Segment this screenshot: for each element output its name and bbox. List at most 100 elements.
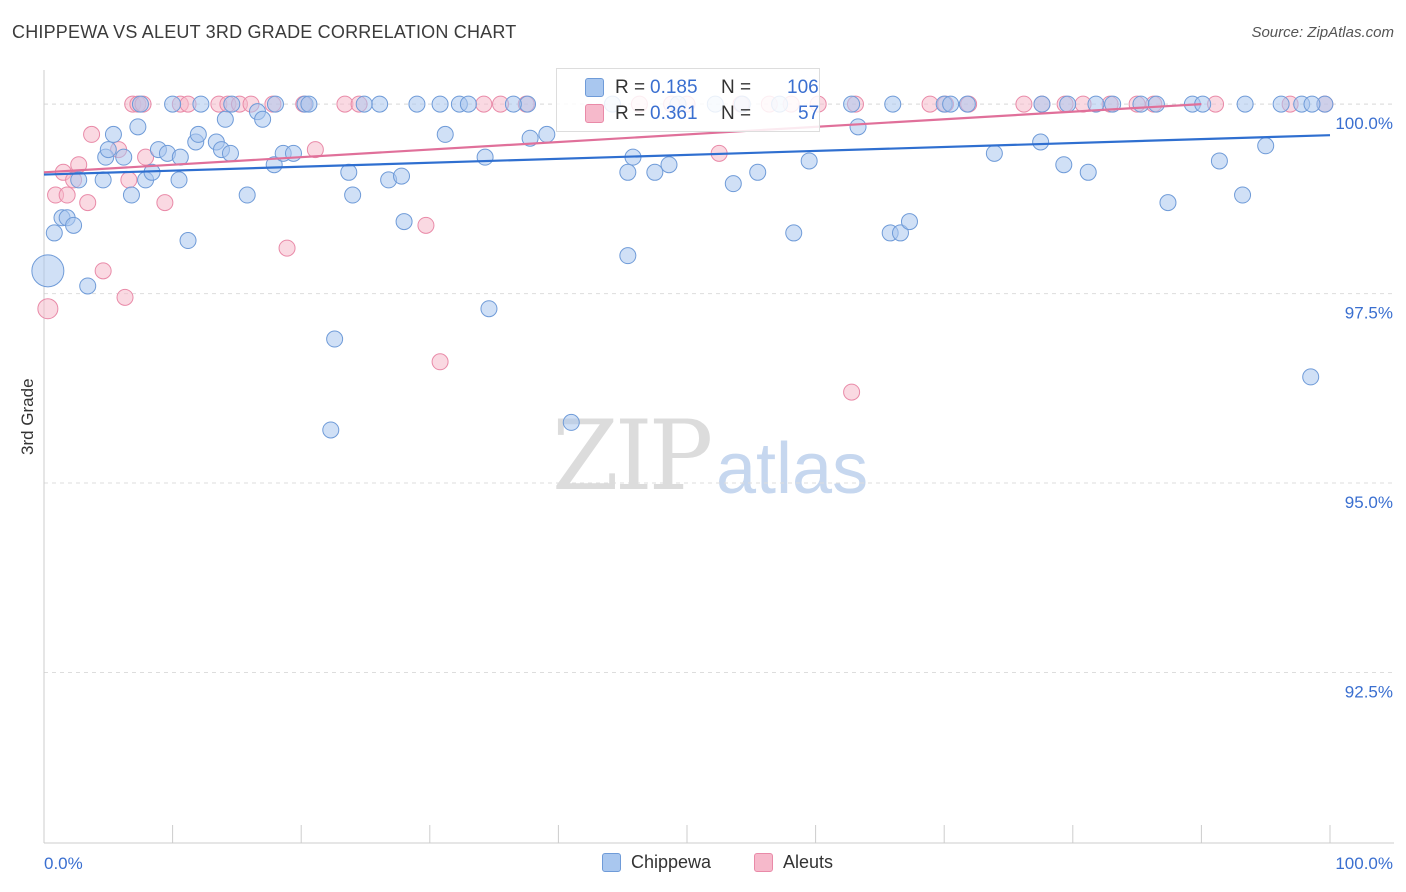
chippewa-point	[170, 171, 188, 189]
legend-item-aleuts[interactable]: Aleuts	[754, 852, 833, 873]
chippewa-point	[619, 163, 637, 181]
aleut-point	[156, 194, 174, 212]
aleut-point	[79, 194, 97, 212]
chippewa-points	[31, 95, 1334, 439]
chippewa-point	[70, 171, 88, 189]
chippewa-point	[800, 152, 818, 170]
aleut-point	[58, 186, 76, 204]
chippewa-legend-swatch	[602, 853, 621, 872]
y-tick-label: 100.0%	[1335, 114, 1393, 133]
legend-r-label: R =	[615, 77, 646, 98]
aleut-point	[120, 171, 138, 189]
chippewa-point	[1210, 152, 1228, 170]
aleut-point	[336, 95, 354, 113]
chippewa-point	[129, 118, 147, 136]
aleut-point	[278, 239, 296, 257]
chippewa-point	[164, 95, 182, 113]
aleut-point	[37, 298, 59, 320]
chippewa-point	[216, 110, 234, 128]
chippewa-point	[122, 186, 140, 204]
chippewa-point	[1132, 95, 1150, 113]
legend-label-chippewa: Chippewa	[631, 852, 712, 872]
chippewa-point	[843, 95, 861, 113]
chippewa-point	[1032, 133, 1050, 151]
y-tick-label: 92.5%	[1345, 682, 1393, 701]
legend-n-value: 106	[787, 77, 819, 98]
chippewa-point	[189, 125, 207, 143]
chippewa-point	[619, 247, 637, 265]
chippewa-point	[749, 163, 767, 181]
legend-label-aleuts: Aleuts	[783, 852, 834, 872]
chippewa-point	[519, 95, 537, 113]
chippewa-point	[1257, 137, 1275, 155]
x-tick-label: 100.0%	[1335, 854, 1393, 873]
chippewa-point	[476, 148, 494, 166]
chart-title: CHIPPEWA VS ALEUT 3RD GRADE CORRELATION …	[12, 22, 517, 42]
x-tick-label: 0.0%	[44, 854, 83, 873]
watermark-atlas: atlas	[716, 429, 869, 509]
aleut-trend-line	[43, 103, 1202, 174]
chippewa-point	[1159, 194, 1177, 212]
chippewa-point	[1272, 95, 1290, 113]
chippewa-point	[322, 421, 340, 439]
chippewa-point	[45, 224, 63, 242]
chippewa-point	[1079, 163, 1097, 181]
chippewa-point	[562, 413, 580, 431]
chippewa-point	[891, 224, 909, 242]
axes	[43, 70, 1394, 844]
chippewa-point	[1236, 95, 1254, 113]
legend-item-chippewa[interactable]: Chippewa	[602, 852, 711, 873]
chippewa-point	[179, 232, 197, 250]
legend-r-value: 0.185	[650, 77, 698, 98]
legend-r-value: 0.361	[650, 103, 698, 124]
chippewa-point	[326, 330, 344, 348]
chippewa-point	[31, 254, 65, 288]
chippewa-point	[395, 213, 413, 231]
chippewa-point	[646, 163, 664, 181]
aleut-point	[431, 353, 449, 371]
chippewa-point	[131, 95, 149, 113]
trend-lines	[43, 103, 1331, 176]
aleut-point	[417, 216, 435, 234]
chippewa-point	[223, 95, 241, 113]
chippewa-point	[65, 216, 83, 234]
chippewa-point	[115, 148, 133, 166]
aleut-point	[475, 95, 493, 113]
chippewa-point	[300, 95, 318, 113]
chippewa-trend-line	[43, 134, 1331, 176]
chippewa-point	[785, 224, 803, 242]
chippewa-point	[408, 95, 426, 113]
chippewa-point	[958, 95, 976, 113]
chippewa-point	[538, 125, 556, 143]
chippewa-point	[1147, 95, 1165, 113]
chippewa-point	[1033, 95, 1051, 113]
stats-legend: R = 0.185 N = 106 R = 0.361 N = 57	[556, 68, 820, 132]
chippewa-point	[724, 175, 742, 193]
chippewa-point	[1087, 95, 1105, 113]
chippewa-point	[1059, 95, 1077, 113]
chippewa-point	[355, 95, 373, 113]
chippewa-point	[171, 148, 189, 166]
chippewa-point	[1055, 156, 1073, 174]
chippewa-point	[79, 277, 97, 295]
series-legend: Chippewa Aleuts	[0, 852, 1406, 878]
chippewa-point	[431, 95, 449, 113]
chippewa-point	[900, 213, 918, 231]
legend-n-label: N =	[721, 103, 752, 124]
chippewa-point	[1303, 95, 1321, 113]
chippewa-point	[436, 125, 454, 143]
chippewa-point	[1302, 368, 1320, 386]
chippewa-point	[504, 95, 522, 113]
aleut-point	[921, 95, 939, 113]
y-tick-label: 95.0%	[1345, 493, 1393, 512]
chippewa-point	[192, 95, 210, 113]
chippewa-point	[104, 125, 122, 143]
chippewa-point	[266, 95, 284, 113]
chippewa-point	[985, 144, 1003, 162]
chippewa-point	[459, 95, 477, 113]
tick-labels: 100.0% 97.5% 95.0% 92.5% 0.0% 100.0%	[44, 114, 1393, 873]
aleut-legend-swatch	[754, 853, 773, 872]
chippewa-point	[371, 95, 389, 113]
chippewa-point	[849, 118, 867, 136]
chippewa-point	[238, 186, 256, 204]
